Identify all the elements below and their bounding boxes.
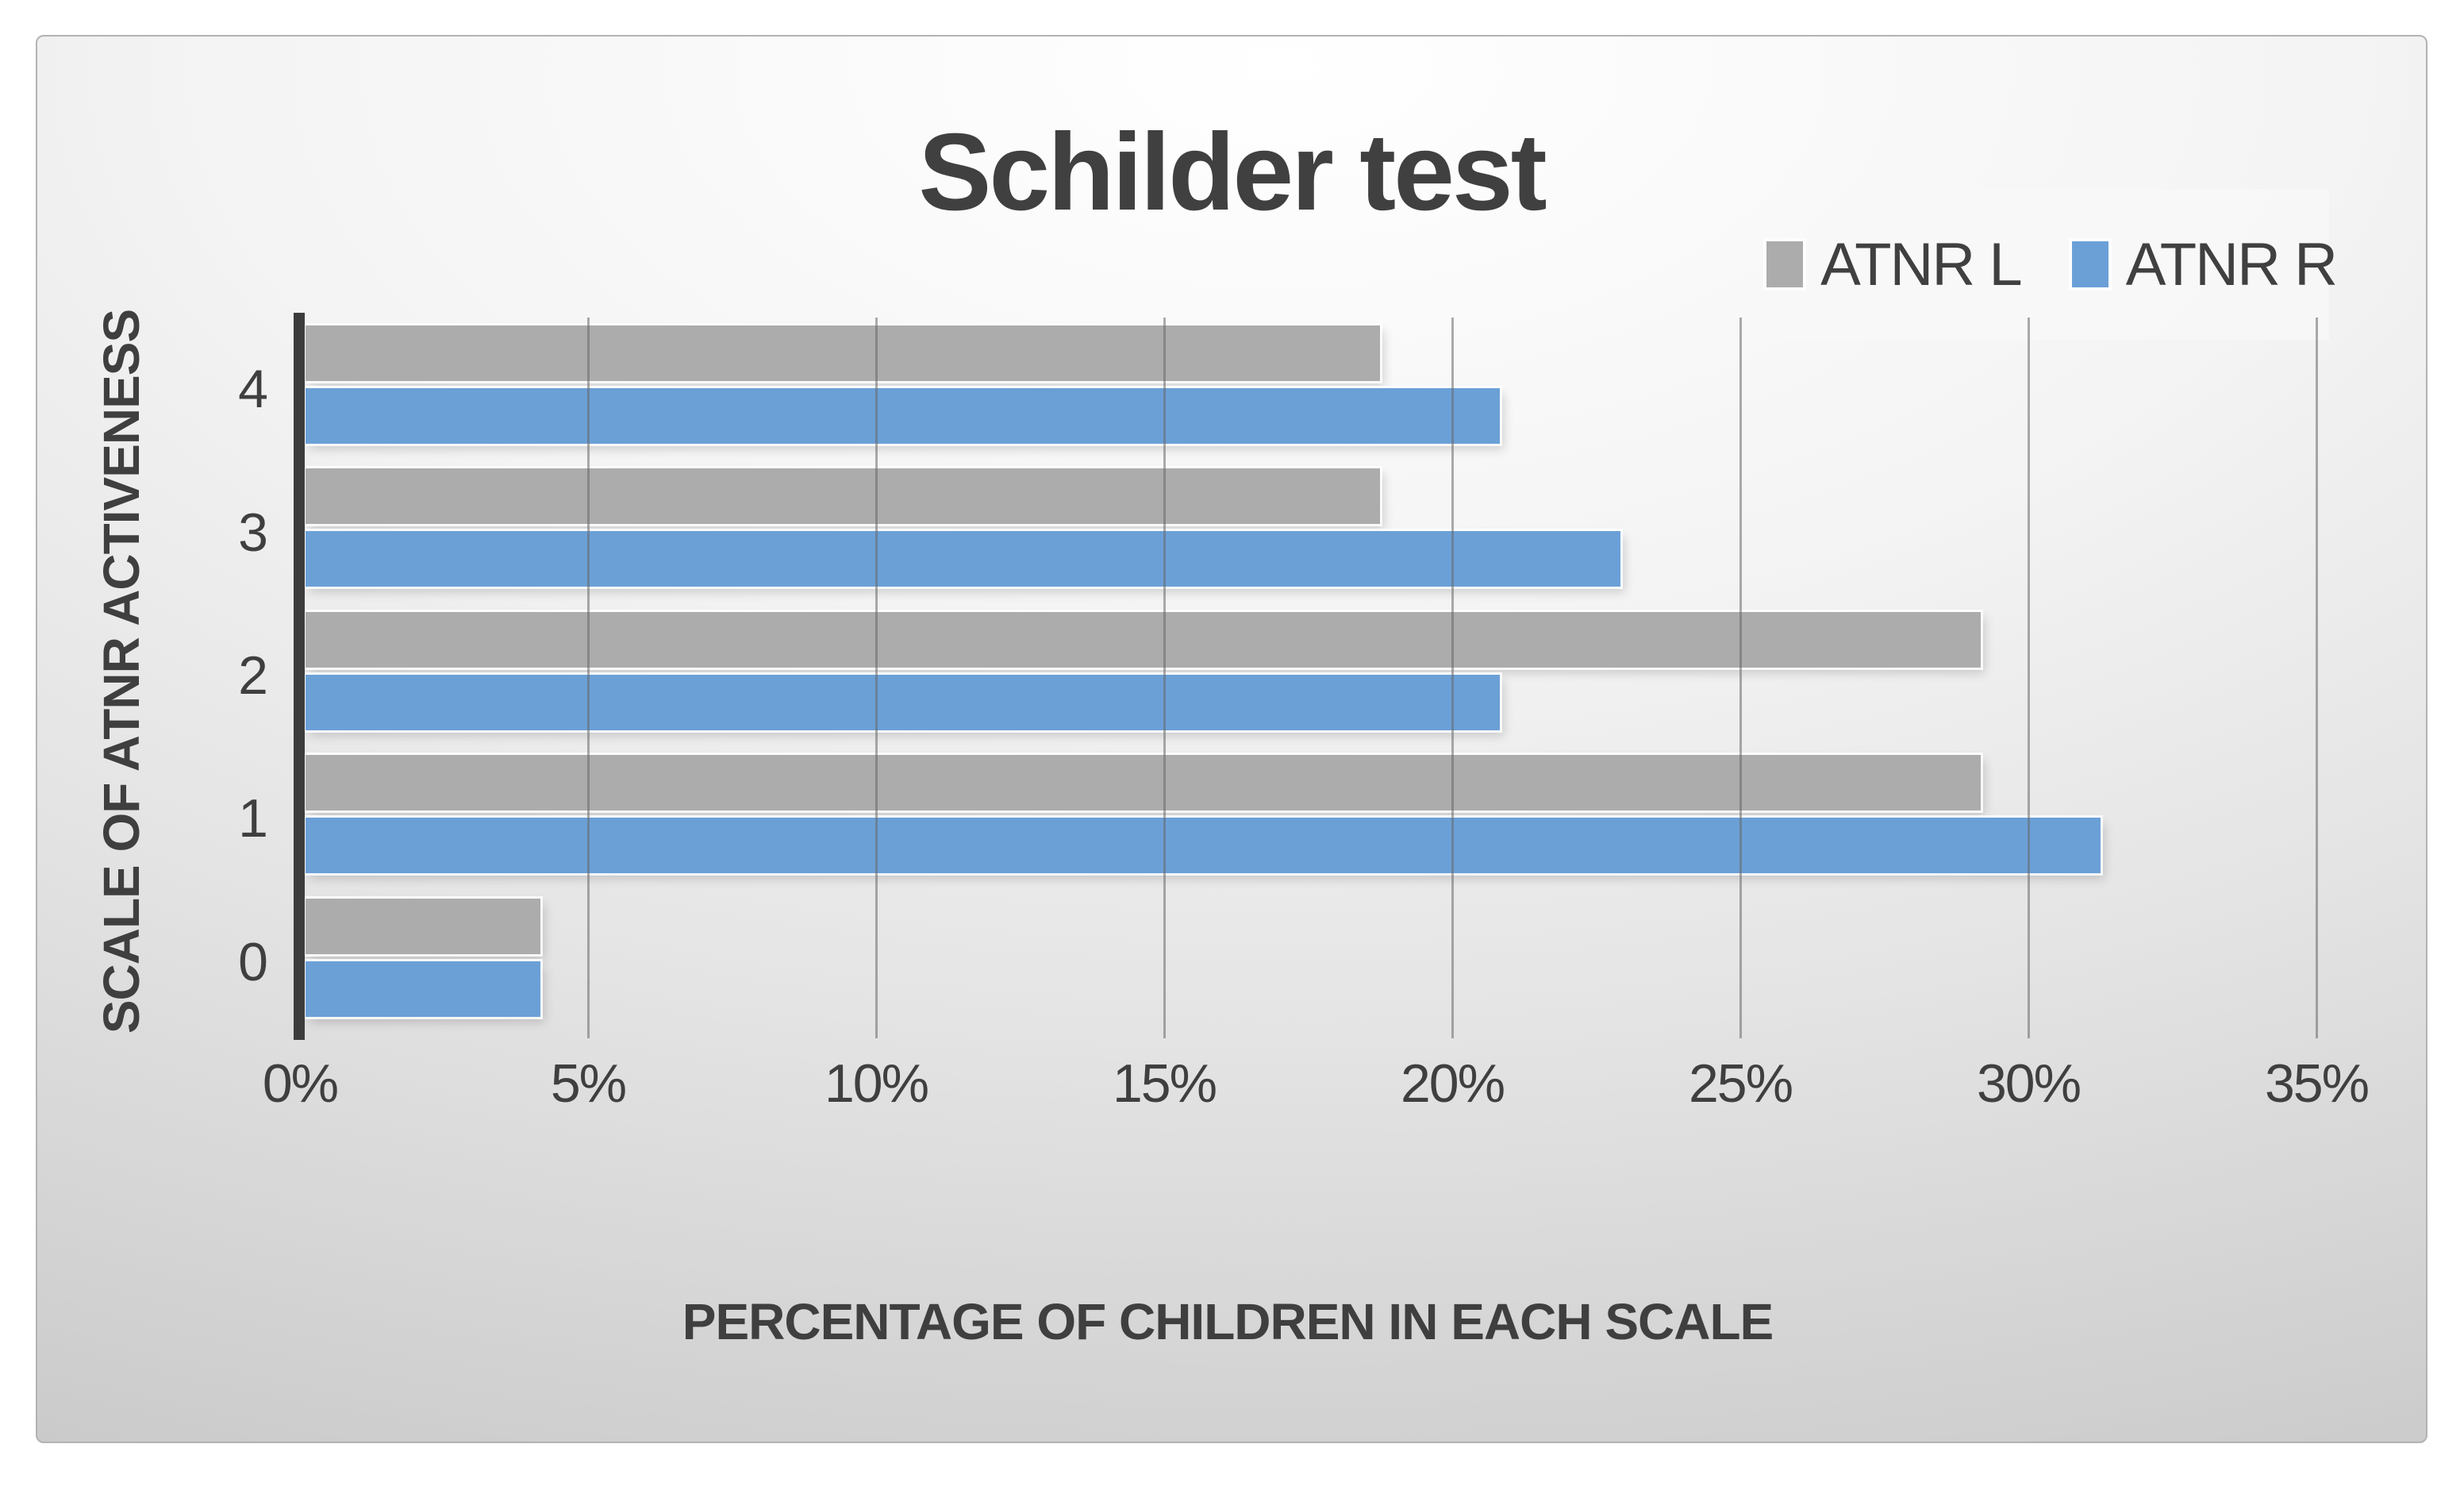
x-tick-label-10%: 10% bbox=[824, 1053, 929, 1114]
bar-atnr-l-scale-3 bbox=[306, 468, 1380, 524]
y-category-label-0: 0 bbox=[238, 932, 268, 992]
bar-atnr-l-scale-4 bbox=[306, 325, 1380, 381]
y-category-label-2: 2 bbox=[238, 645, 268, 706]
x-tick-label-20%: 20% bbox=[1400, 1053, 1505, 1114]
y-axis-title: SCALE OF ATNR ACTIVENESS bbox=[93, 309, 150, 1034]
bar-atnr-l-scale-1 bbox=[306, 755, 1981, 810]
y-category-label-1: 1 bbox=[238, 788, 268, 849]
legend-swatch-atnr-l-icon bbox=[1766, 241, 1804, 287]
gridline-10% bbox=[875, 318, 878, 1038]
gridline-30% bbox=[2028, 318, 2030, 1038]
gridline-35% bbox=[2316, 318, 2318, 1038]
legend: ATNR L ATNR R bbox=[1766, 189, 2338, 340]
bar-atnr-l-scale-2 bbox=[306, 612, 1981, 668]
legend-swatch-atnr-r-icon bbox=[2071, 241, 2108, 287]
legend-label-atnr-r: ATNR R bbox=[2125, 230, 2338, 298]
y-category-label-4: 4 bbox=[238, 359, 268, 419]
bar-atnr-r-scale-0 bbox=[306, 961, 540, 1017]
bar-atnr-r-scale-4 bbox=[306, 388, 1500, 444]
x-tick-label-30%: 30% bbox=[1976, 1053, 2082, 1114]
gridline-5% bbox=[587, 318, 590, 1038]
legend-label-atnr-l: ATNR L bbox=[1820, 230, 2023, 298]
legend-item-atnr-l: ATNR L bbox=[1766, 230, 2023, 299]
x-tick-label-35%: 35% bbox=[2264, 1053, 2370, 1114]
plot-area: 0% 5% 10% 15% 20% 25% 30% 35% 4 3 2 1 0 bbox=[238, 313, 2370, 1111]
x-tick-label-15%: 15% bbox=[1112, 1053, 1217, 1114]
chart-title: Schilder test bbox=[918, 111, 1547, 233]
bar-atnr-r-scale-2 bbox=[306, 675, 1500, 730]
gridline-20% bbox=[1451, 318, 1454, 1038]
gridline-15% bbox=[1163, 318, 1166, 1038]
x-tick-label-25%: 25% bbox=[1688, 1053, 1793, 1114]
x-tick-label-5%: 5% bbox=[550, 1053, 627, 1114]
x-tick-label-0%: 0% bbox=[262, 1053, 339, 1114]
gridline-25% bbox=[1739, 318, 1742, 1038]
y-category-label-3: 3 bbox=[238, 502, 268, 563]
bar-atnr-r-scale-3 bbox=[306, 531, 1620, 587]
bar-atnr-l-scale-0 bbox=[306, 899, 540, 954]
x-axis-title: PERCENTAGE OF CHILDREN IN EACH SCALE bbox=[682, 1293, 1774, 1350]
legend-item-atnr-r: ATNR R bbox=[2071, 230, 2338, 299]
y-axis-line bbox=[294, 313, 305, 1040]
bar-atnr-r-scale-1 bbox=[306, 818, 2101, 873]
slide-background: Schilder test ATNR L ATNR R SCALE OF ATN… bbox=[36, 35, 2427, 1443]
